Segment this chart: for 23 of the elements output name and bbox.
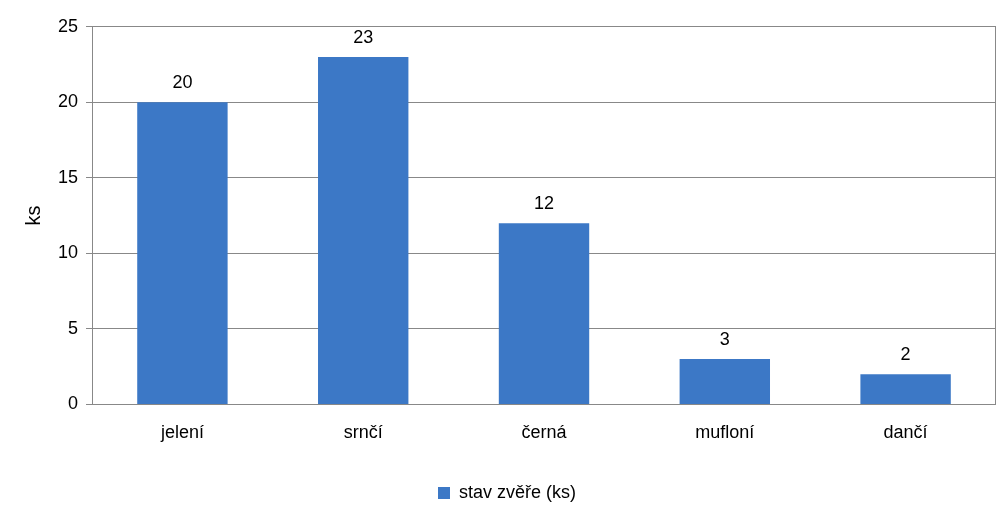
bar [679, 359, 771, 404]
data-label: 12 [534, 193, 555, 214]
x-tick-label: srnčí [343, 422, 383, 443]
y-tick-label: 5 [68, 317, 79, 338]
bar [137, 102, 228, 404]
bar [318, 57, 409, 404]
y-tick-label: 0 [68, 393, 79, 414]
data-label: 2 [900, 344, 911, 365]
y-axis-title: ks [21, 205, 44, 226]
y-tick-label: 25 [57, 15, 79, 36]
x-tick-label: jelení [159, 422, 204, 443]
y-tick-label: 15 [57, 166, 79, 187]
data-label: 20 [172, 72, 193, 93]
x-tick-label: dančí [883, 422, 928, 443]
data-label: 23 [353, 26, 374, 47]
legend-label: stav zvěře (ks) [458, 481, 577, 502]
y-tick-label: 10 [57, 242, 79, 263]
bar [498, 223, 590, 404]
bar [860, 374, 951, 404]
data-label: 3 [719, 329, 730, 350]
y-tick-label: 20 [57, 91, 79, 112]
x-tick-label: mufloní [695, 422, 755, 443]
x-tick-label: černá [521, 422, 568, 443]
